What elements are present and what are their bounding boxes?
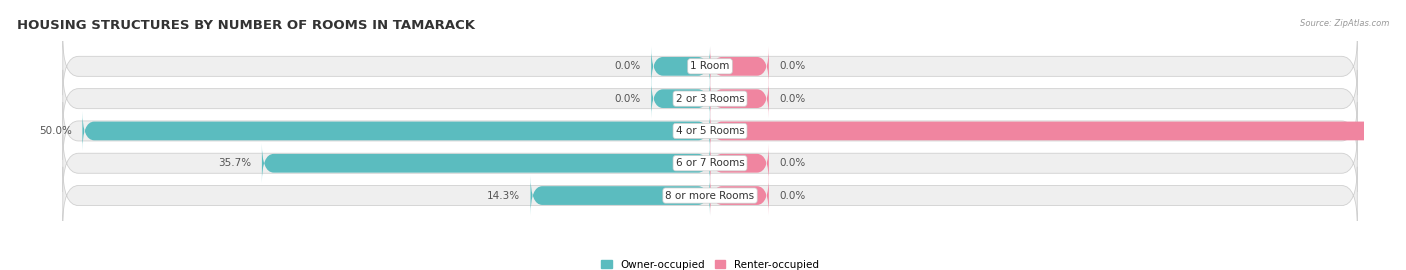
Text: 2 or 3 Rooms: 2 or 3 Rooms	[676, 94, 744, 104]
FancyBboxPatch shape	[710, 111, 1406, 151]
FancyBboxPatch shape	[262, 144, 710, 183]
Text: 0.0%: 0.0%	[779, 94, 806, 104]
FancyBboxPatch shape	[710, 79, 769, 118]
Text: 0.0%: 0.0%	[614, 61, 641, 71]
FancyBboxPatch shape	[63, 70, 1357, 127]
Text: 0.0%: 0.0%	[779, 158, 806, 168]
FancyBboxPatch shape	[710, 144, 769, 183]
FancyBboxPatch shape	[63, 167, 1357, 224]
FancyBboxPatch shape	[651, 47, 710, 86]
Text: 0.0%: 0.0%	[779, 61, 806, 71]
FancyBboxPatch shape	[710, 47, 769, 86]
FancyBboxPatch shape	[63, 38, 1357, 95]
Text: 35.7%: 35.7%	[218, 158, 252, 168]
FancyBboxPatch shape	[651, 79, 710, 118]
Text: HOUSING STRUCTURES BY NUMBER OF ROOMS IN TAMARACK: HOUSING STRUCTURES BY NUMBER OF ROOMS IN…	[17, 19, 475, 32]
Text: 50.0%: 50.0%	[39, 126, 72, 136]
FancyBboxPatch shape	[710, 176, 769, 215]
Legend: Owner-occupied, Renter-occupied: Owner-occupied, Renter-occupied	[598, 256, 823, 270]
Text: 4 or 5 Rooms: 4 or 5 Rooms	[676, 126, 744, 136]
FancyBboxPatch shape	[63, 102, 1357, 160]
Text: 1 Room: 1 Room	[690, 61, 730, 71]
Text: 0.0%: 0.0%	[779, 191, 806, 201]
Text: Source: ZipAtlas.com: Source: ZipAtlas.com	[1299, 19, 1389, 28]
Text: 14.3%: 14.3%	[486, 191, 520, 201]
Text: 0.0%: 0.0%	[614, 94, 641, 104]
Text: 6 or 7 Rooms: 6 or 7 Rooms	[676, 158, 744, 168]
FancyBboxPatch shape	[530, 176, 710, 215]
FancyBboxPatch shape	[83, 111, 710, 151]
Text: 8 or more Rooms: 8 or more Rooms	[665, 191, 755, 201]
FancyBboxPatch shape	[63, 134, 1357, 192]
